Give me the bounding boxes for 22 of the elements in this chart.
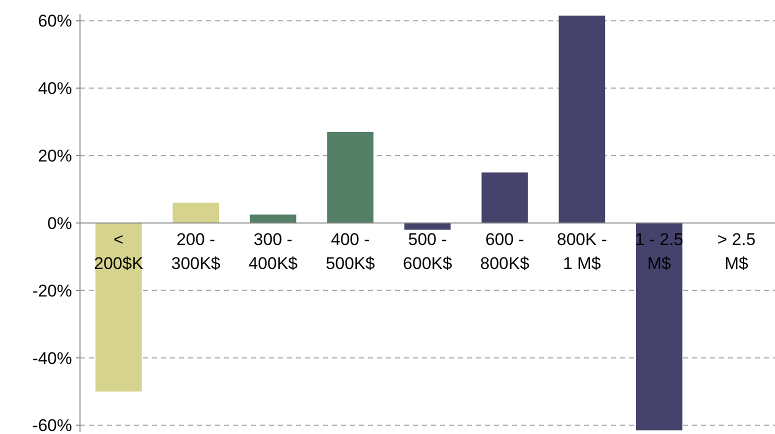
bar — [558, 16, 606, 223]
y-tick-label: 0% — [47, 214, 72, 233]
bar — [327, 132, 374, 223]
bar — [95, 223, 142, 392]
x-tick-label: 400 - 500K$ — [326, 230, 376, 273]
y-tick-label: -20% — [32, 281, 72, 300]
y-tick-label: 60% — [38, 12, 72, 31]
y-tick-label: -60% — [32, 416, 72, 434]
y-tick-label: 40% — [38, 79, 72, 98]
bar — [636, 223, 682, 430]
bar — [250, 214, 296, 223]
x-tick-label: < 200$K — [94, 230, 144, 273]
bar — [172, 202, 219, 223]
bar — [482, 172, 528, 223]
x-tick-label: 800K - 1 M$ — [556, 230, 607, 273]
x-tick-label: 200 - 300K$ — [171, 230, 221, 273]
y-tick-label: -40% — [32, 348, 72, 368]
y-tick-label: 20% — [38, 146, 72, 166]
x-tick-label: 300 - 400K$ — [248, 230, 298, 273]
x-tick-label: 600 - 800K$ — [480, 230, 530, 273]
x-tick-label: > 2.5 M$ — [717, 230, 756, 273]
x-tick-label: 500 - 600K$ — [402, 230, 453, 273]
